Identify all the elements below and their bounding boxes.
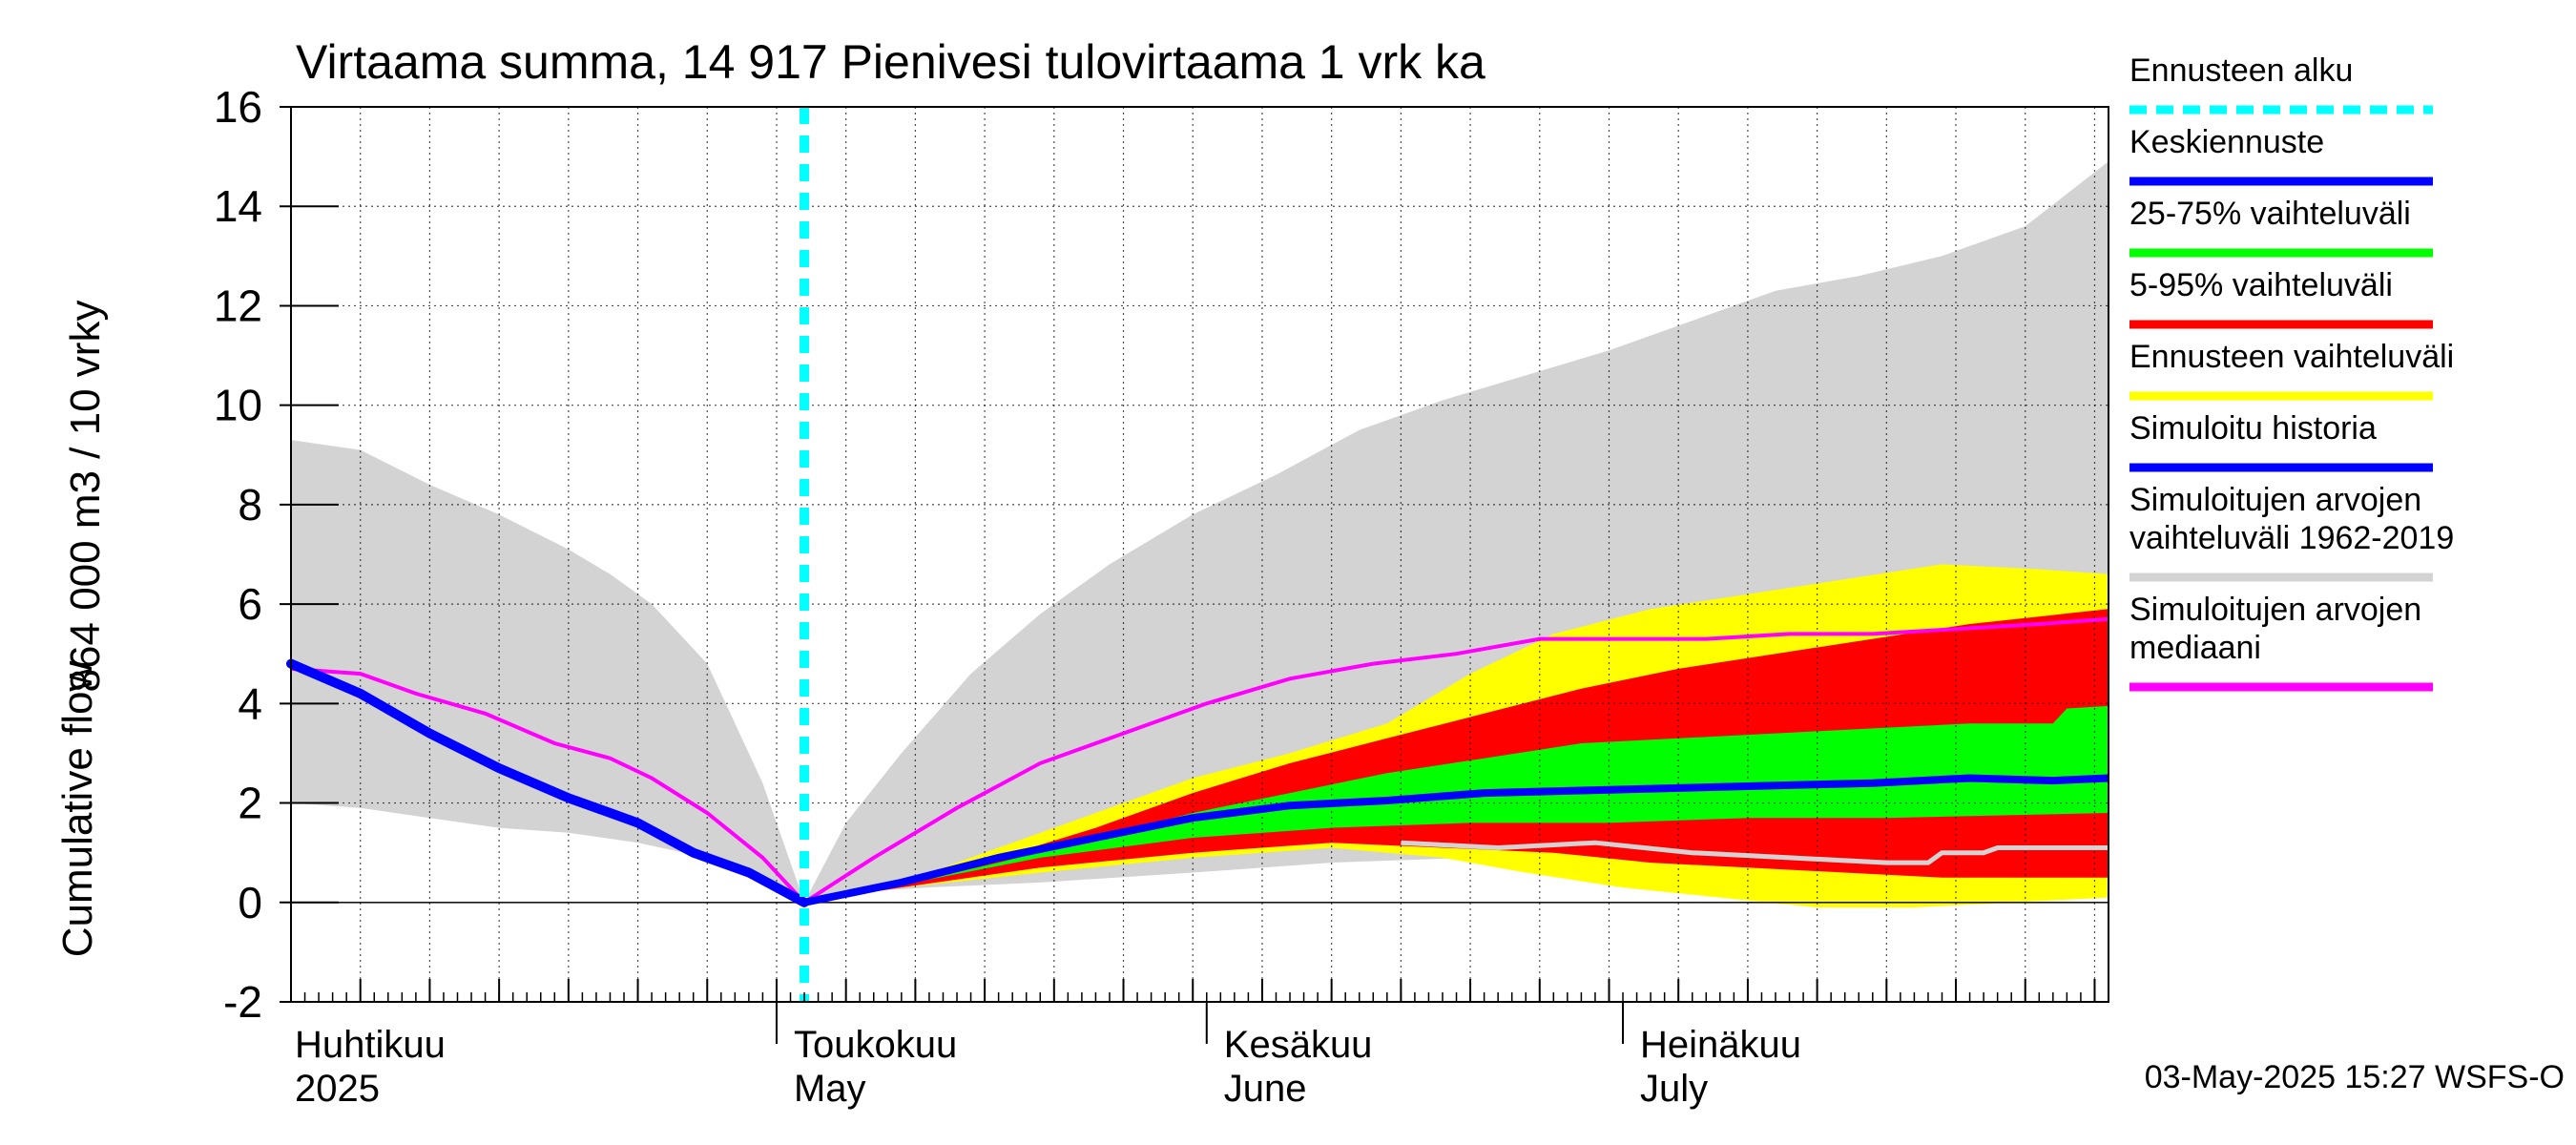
chart-title: Virtaama summa, 14 917 Pienivesi tulovir… — [296, 35, 1485, 89]
legend-label: vaihteluväli 1962-2019 — [2129, 520, 2454, 556]
y-tick-label: 8 — [238, 480, 262, 530]
grid — [291, 107, 2109, 1002]
y-tick-label: 0 — [238, 878, 262, 927]
p25-75-band — [804, 705, 2109, 903]
series — [286, 107, 2109, 1002]
legend: Ennusteen alku Keskiennuste 25-75% vaihtel… — [2129, 52, 2454, 692]
y-axis-label-title: Cumulative flow — [54, 661, 101, 958]
x-month-sublabel: June — [1224, 1068, 1307, 1110]
x-month-label: Heinäkuu — [1640, 1024, 1801, 1066]
legend-label: Ennusteen vaihteluväli — [2129, 339, 2454, 375]
x-month-label: Kesäkuu — [1224, 1024, 1373, 1066]
legend-label: Keskiennuste — [2129, 124, 2324, 160]
historical-median-line — [290, 616, 2109, 906]
x-month-sublabel: May — [794, 1068, 866, 1110]
y-axis-label-units: 864 000 m3 / 10 vrky — [62, 301, 109, 693]
y-tick-label: 16 — [214, 82, 262, 132]
median-forecast-line — [803, 774, 2109, 906]
legend-label: 25-75% vaihteluväli — [2129, 196, 2411, 232]
x-month-sublabel: 2025 — [295, 1068, 380, 1110]
simulated-history-line — [286, 658, 810, 907]
y-tick-label: 10 — [214, 381, 262, 430]
legend-label: Simuloitujen arvojen — [2129, 482, 2421, 518]
legend-label: Simuloitujen arvojen — [2129, 592, 2421, 628]
timestamp: 03-May-2025 15:27 WSFS-O — [2145, 1059, 2565, 1095]
y-tick-label: 4 — [238, 678, 262, 728]
legend-label: Simuloitu historia — [2129, 410, 2377, 447]
legend-label: 5-95% vaihteluväli — [2129, 267, 2393, 303]
y-tick-label: 2 — [238, 779, 262, 828]
x-month-sublabel: July — [1640, 1068, 1708, 1110]
y-tick-label: 12 — [214, 281, 262, 330]
x-month-label: Toukokuu — [794, 1024, 957, 1066]
y-tick-label: -2 — [223, 977, 262, 1027]
x-month-label: Huhtikuu — [295, 1024, 446, 1066]
y-tick-label: 14 — [214, 181, 262, 231]
legend-label: mediaani — [2129, 630, 2261, 666]
y-tick-label: 6 — [238, 579, 262, 629]
legend-label: Ennusteen alku — [2129, 52, 2353, 89]
plot-frame — [290, 106, 2109, 1003]
historical-lower-line — [1401, 840, 2109, 865]
